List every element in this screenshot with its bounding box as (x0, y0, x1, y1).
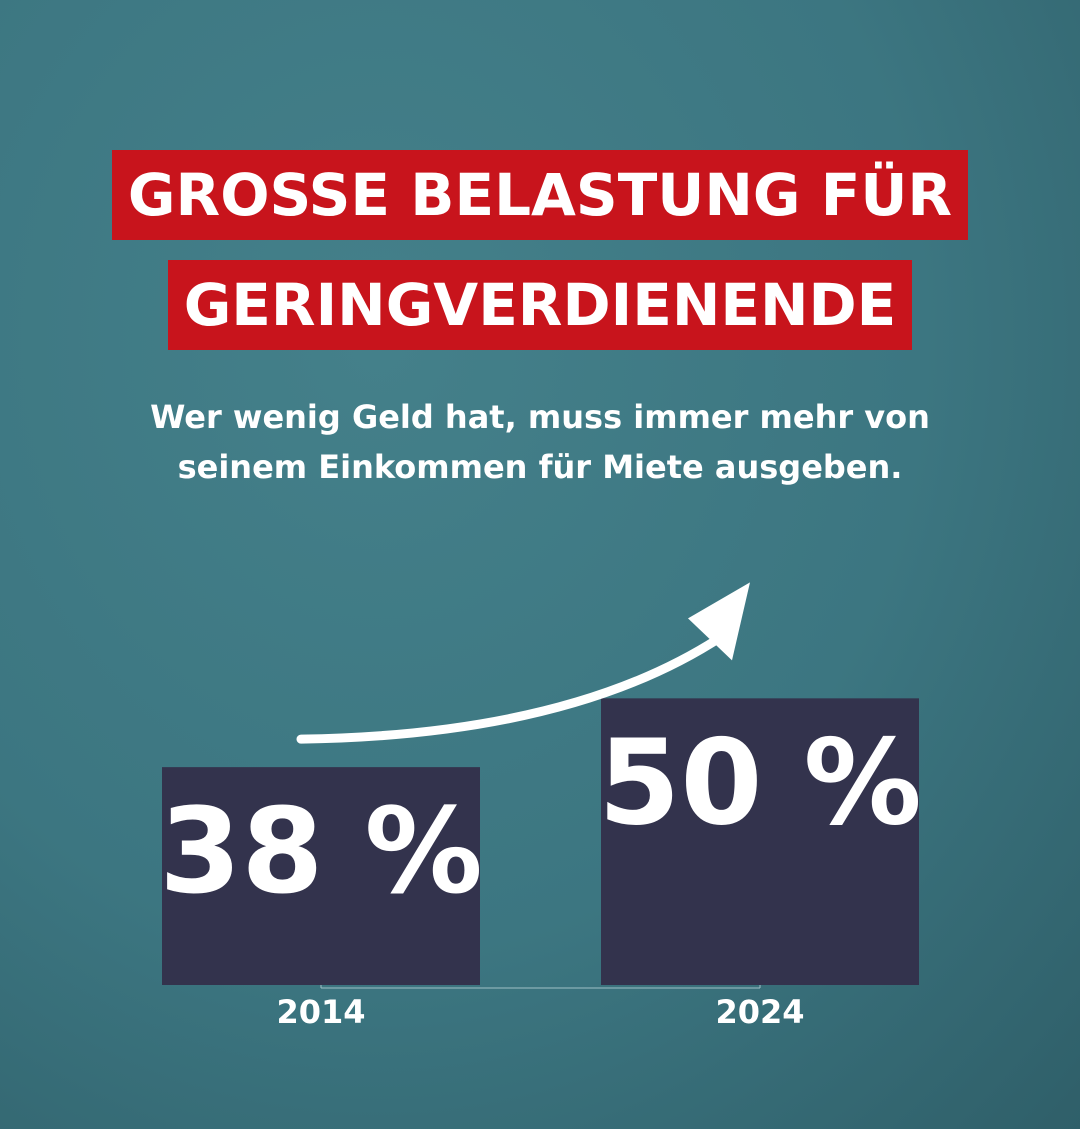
subtitle-line-1: Wer wenig Geld hat, muss immer mehr von (150, 398, 930, 436)
x-tick-label: 2014 (276, 993, 365, 1031)
x-tick-label: 2024 (715, 993, 804, 1031)
title-line-1-container: GROSSE BELASTUNG FÜR (0, 150, 1080, 240)
bar-2014 (162, 767, 480, 985)
bar-value-label: 50 % (598, 713, 922, 851)
title-line-2-container: GERINGVERDIENENDE (0, 260, 1080, 350)
trend-arrow-head-icon (688, 582, 750, 661)
subtitle-line-2: seinem Einkommen für Miete ausgeben. (177, 448, 903, 486)
subtitle: Wer wenig Geld hat, muss immer mehr von … (0, 392, 1080, 492)
bar-value-label: 38 % (159, 782, 483, 920)
trend-arrow-shaft (296, 631, 727, 744)
bar-2024 (601, 698, 919, 985)
title-line-2: GERINGVERDIENENDE (167, 260, 913, 350)
title-line-1: GROSSE BELASTUNG FÜR (111, 150, 969, 240)
